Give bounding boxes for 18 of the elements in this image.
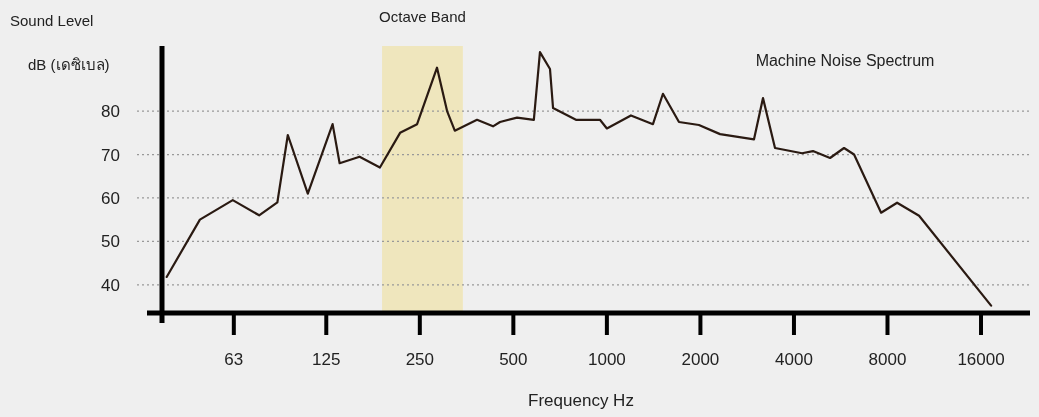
y-tick-label: 50 <box>101 232 120 252</box>
x-tick-label: 1000 <box>587 350 626 369</box>
y-tick-label: 60 <box>101 188 120 208</box>
x-tick-label: 4000 <box>775 350 813 369</box>
x-tick-label: 2000 <box>681 350 720 369</box>
y-tick-label: 70 <box>101 145 120 165</box>
x-tick-label: 8000 <box>868 350 907 369</box>
x-tick-label: 125 <box>312 350 341 369</box>
x-tick-label: 63 <box>224 350 244 369</box>
x-tick-label: 500 <box>499 350 528 369</box>
chart-title: Machine Noise Spectrum <box>755 52 935 69</box>
band-label: Octave Band <box>379 8 466 25</box>
text: Sound Level dB (เดซิเบล) <box>10 12 110 73</box>
x-axis-title: Frequency Hz <box>528 391 634 410</box>
y-tick-label: 80 <box>101 102 120 122</box>
x-tick-label: 16000 <box>957 350 1005 369</box>
x-tick-label: 250 <box>405 350 434 369</box>
y-tick-label: 40 <box>101 275 120 295</box>
